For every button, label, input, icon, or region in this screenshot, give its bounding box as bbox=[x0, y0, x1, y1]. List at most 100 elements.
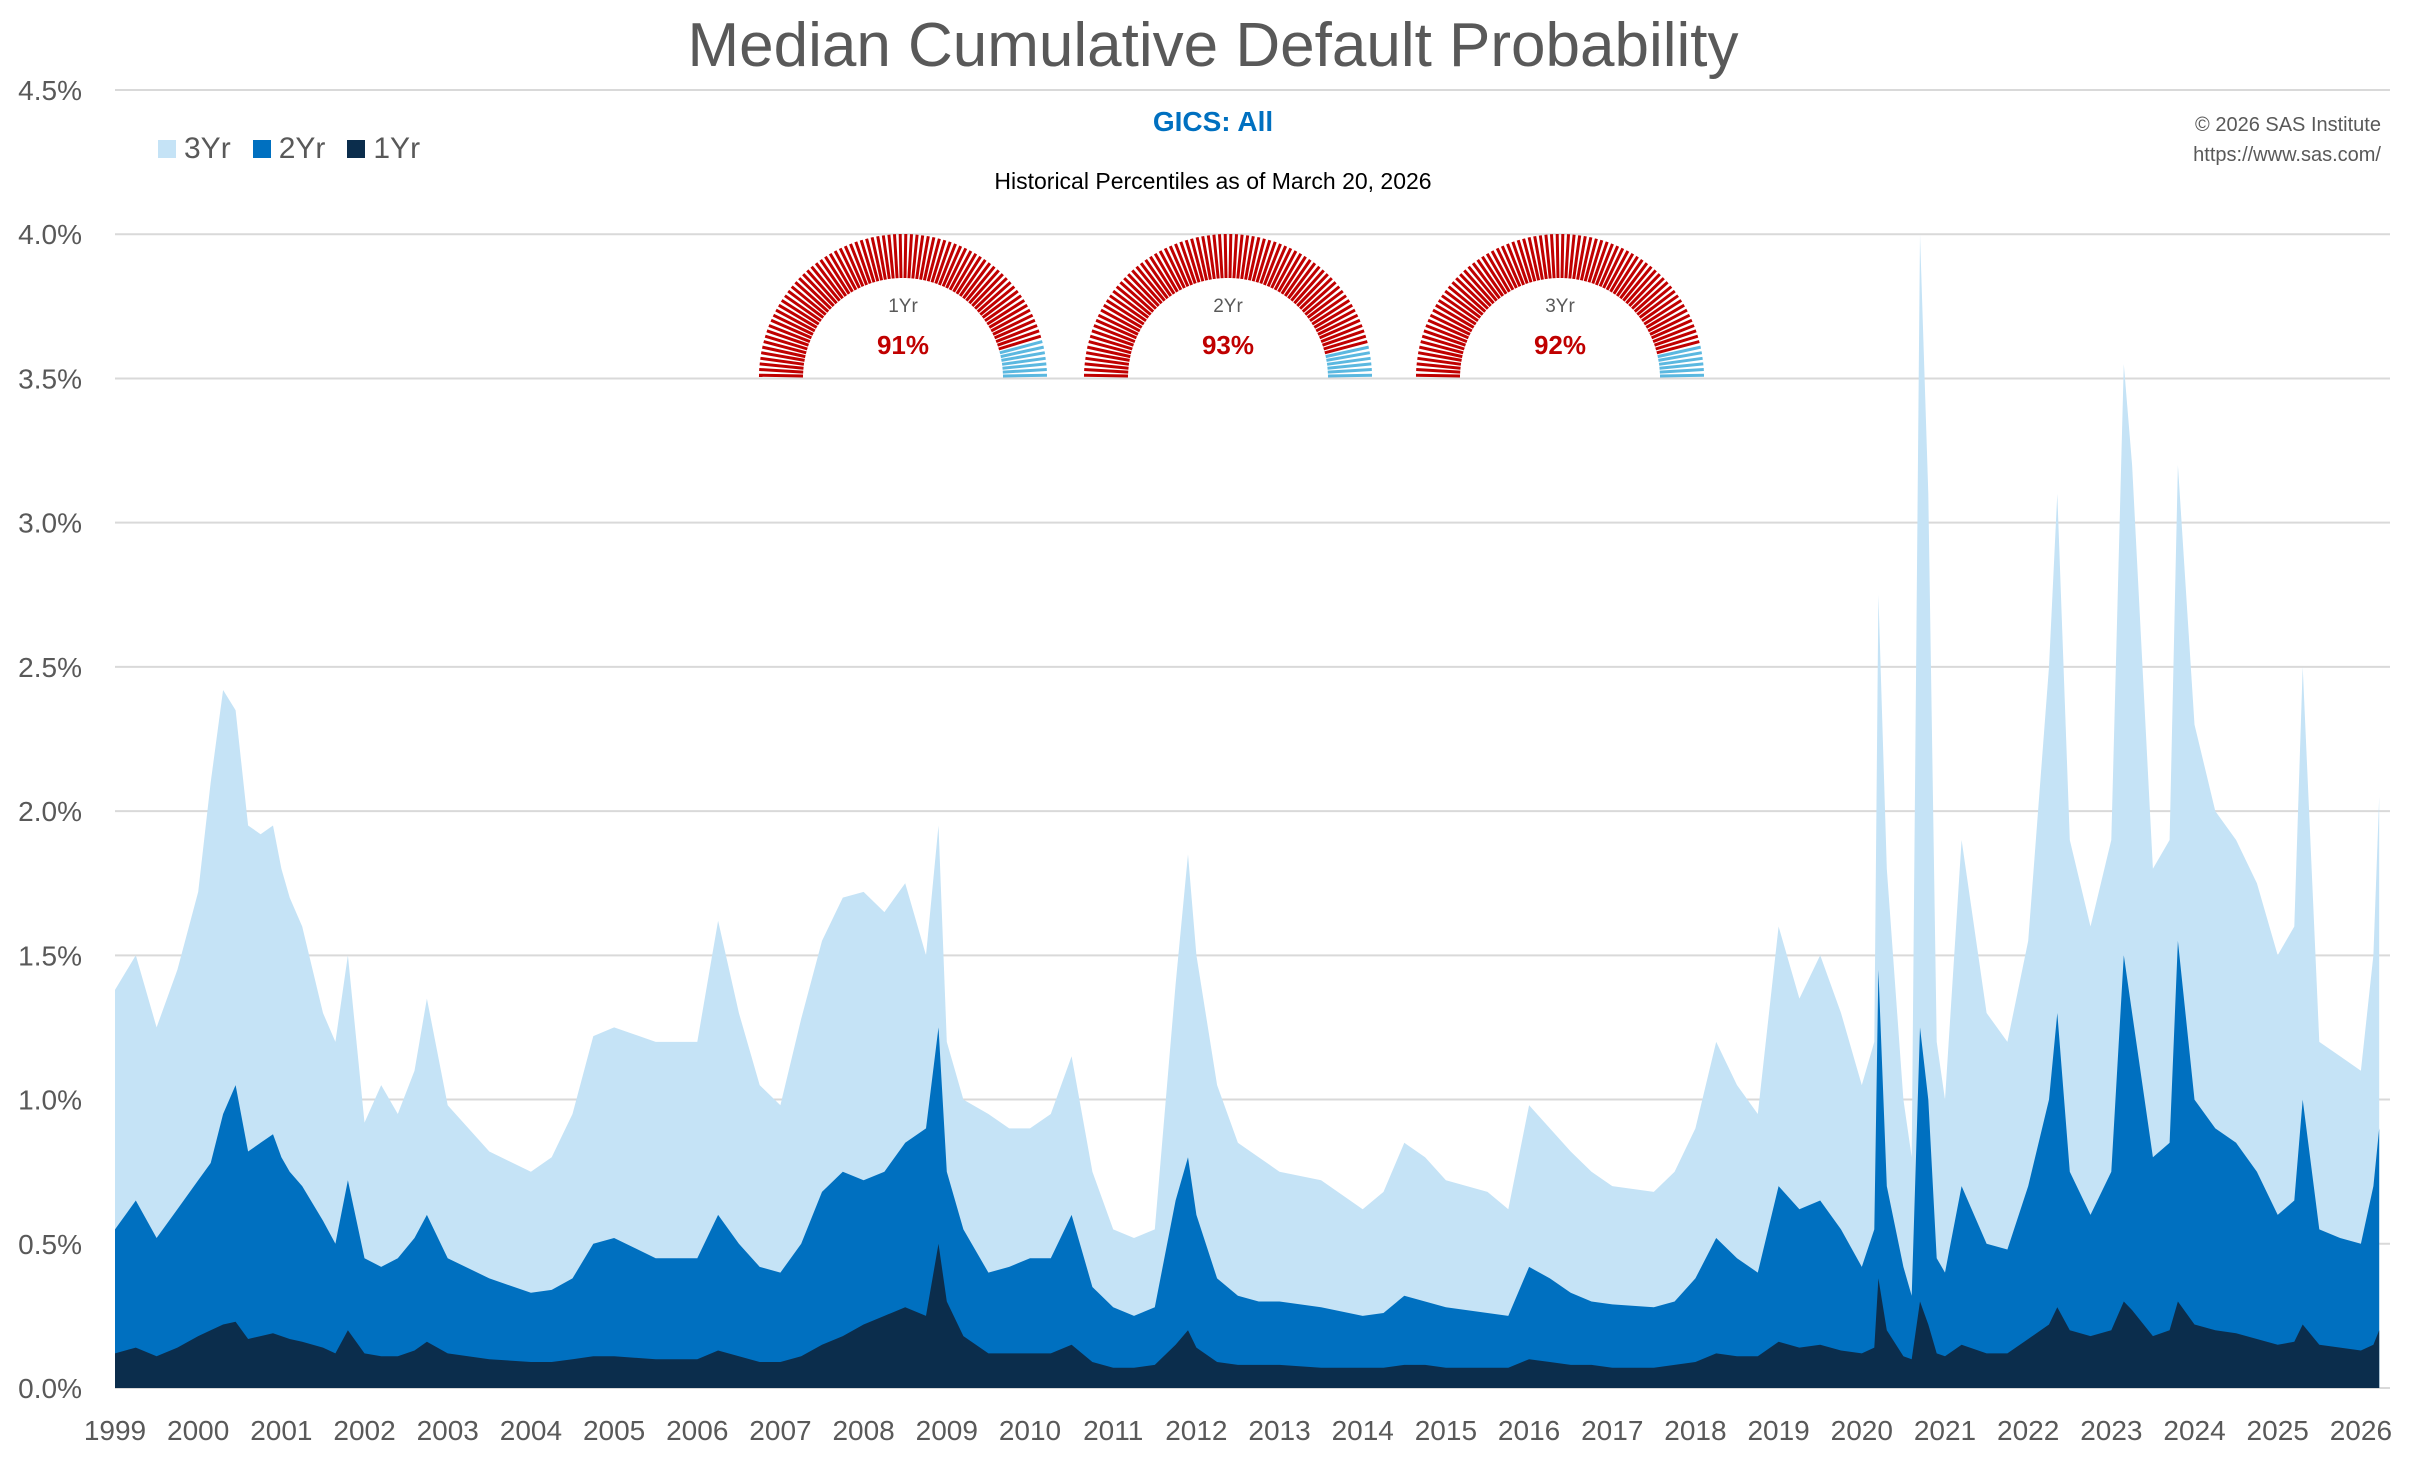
gauge-tick bbox=[1001, 351, 1046, 362]
gauge-2yr: 2Yr 93% bbox=[1083, 233, 1373, 378]
gauge-label: 2Yr bbox=[1213, 296, 1243, 317]
gauge-tick bbox=[1277, 253, 1303, 293]
gauge-tick bbox=[1645, 303, 1685, 329]
gauge-tick bbox=[1002, 362, 1047, 370]
y-tick-label: 3.5% bbox=[18, 363, 82, 394]
gauge-tick bbox=[819, 259, 848, 297]
gauge-tick bbox=[763, 340, 807, 355]
gauge-tick bbox=[1444, 289, 1482, 319]
gauge-tick bbox=[870, 236, 884, 281]
y-tick-label: 2.5% bbox=[18, 652, 82, 683]
gauge-tick bbox=[1084, 368, 1129, 374]
gauge-tick bbox=[955, 255, 982, 295]
gauge-value: 93% bbox=[1202, 330, 1254, 360]
gauge-tick bbox=[934, 241, 952, 284]
gauge-tick bbox=[1511, 241, 1529, 284]
gauge-tick bbox=[772, 313, 814, 336]
gauge-tick bbox=[1605, 250, 1630, 291]
gauge-tick bbox=[1263, 243, 1282, 286]
gauge-tick bbox=[1418, 345, 1463, 359]
gauge-tick bbox=[1174, 243, 1193, 286]
gauge-tick bbox=[1088, 340, 1132, 355]
y-tick-label: 1.0% bbox=[18, 1085, 82, 1116]
gauge-tick bbox=[1647, 308, 1688, 333]
x-tick-label: 2021 bbox=[1914, 1415, 1976, 1446]
gauge-tick bbox=[1002, 368, 1047, 374]
y-tick-label: 0.5% bbox=[18, 1229, 82, 1260]
gauge-tick bbox=[1583, 238, 1598, 282]
gauge-tick bbox=[1097, 313, 1139, 336]
gauge-tick bbox=[1437, 299, 1477, 326]
x-axis-labels: 1999 2000 2001 2002 2003 2004 2005 2006 2007 2008… bbox=[84, 1415, 2392, 1446]
chart-subtitle: GICS: All bbox=[1152, 106, 1274, 137]
gauge-tick bbox=[1304, 285, 1341, 316]
y-tick-label: 1.5% bbox=[18, 940, 82, 971]
gauge-tick bbox=[903, 233, 908, 279]
legend-item-2yr: 2Yr bbox=[252, 132, 325, 166]
gauge-tick bbox=[1212, 234, 1220, 279]
gauge-tick bbox=[1315, 308, 1356, 333]
x-tick-label: 2018 bbox=[1664, 1415, 1726, 1446]
gauge-tick bbox=[1598, 245, 1620, 288]
gauge-tick bbox=[849, 243, 868, 286]
gauge-tick bbox=[911, 234, 919, 279]
gauge-tick bbox=[1296, 273, 1329, 307]
gauge-tick bbox=[881, 235, 891, 280]
gauge-tick bbox=[1622, 265, 1653, 302]
gauge-tick bbox=[1636, 285, 1673, 316]
gauge-tick bbox=[1658, 356, 1703, 366]
gauge-tick bbox=[1270, 247, 1293, 289]
gauge-tick bbox=[865, 238, 880, 282]
copyright-line: © 2026 SAS Institute bbox=[2195, 114, 2381, 136]
x-tick-label: 2020 bbox=[1831, 1415, 1893, 1446]
gauge-value: 91% bbox=[877, 330, 929, 360]
gauge-tick bbox=[758, 373, 804, 378]
gauge-tick bbox=[814, 262, 844, 300]
area-series bbox=[115, 234, 2380, 1389]
percentile-note: Historical Percentiles as of March 20, 2… bbox=[994, 168, 1432, 194]
x-tick-label: 2007 bbox=[749, 1415, 811, 1446]
gauge-tick bbox=[1490, 250, 1515, 291]
gauge-tick bbox=[1195, 236, 1209, 281]
x-tick-label: 2010 bbox=[999, 1415, 1061, 1446]
gauge-tick bbox=[1322, 329, 1365, 347]
gauge-tick bbox=[876, 235, 887, 280]
x-tick-label: 2013 bbox=[1248, 1415, 1310, 1446]
gauge-tick bbox=[1236, 234, 1244, 279]
copyright: © 2026 SAS Institute https://www.sas.com… bbox=[2193, 110, 2381, 170]
gauge-tick bbox=[1447, 285, 1484, 316]
gauge-tick bbox=[1612, 255, 1639, 295]
gauge-tick bbox=[1481, 255, 1508, 295]
gauge-tick bbox=[1327, 368, 1372, 374]
gauge-tick bbox=[1320, 324, 1363, 343]
gauge-tick bbox=[1417, 351, 1462, 362]
gauge-tick bbox=[893, 234, 899, 279]
gauge-tick bbox=[1459, 273, 1492, 307]
y-tick-label: 0.0% bbox=[18, 1373, 82, 1404]
gauge-tick bbox=[1650, 318, 1693, 340]
legend-item-3yr: 3Yr bbox=[158, 132, 231, 166]
gauge-tick bbox=[759, 362, 804, 370]
x-tick-label: 2004 bbox=[500, 1415, 562, 1446]
gauge-tick bbox=[976, 281, 1012, 313]
gauge-tick bbox=[1550, 234, 1556, 279]
gauge-tick bbox=[1109, 294, 1147, 323]
y-tick-label: 2.0% bbox=[18, 796, 82, 827]
gauge-tick bbox=[1544, 234, 1552, 279]
gauge-tick bbox=[1560, 233, 1565, 279]
gauge-label: 1Yr bbox=[888, 296, 918, 317]
gauge-tick bbox=[1619, 262, 1649, 300]
legend-swatch-1yr bbox=[347, 140, 366, 158]
gauge-tick bbox=[1595, 243, 1614, 286]
gauge-tick bbox=[806, 269, 838, 305]
gauge-tick bbox=[1463, 269, 1495, 305]
gauge-tick bbox=[1206, 235, 1216, 280]
gauge-tick bbox=[968, 269, 1000, 305]
gauge-tick bbox=[1435, 303, 1475, 329]
gauge-tick bbox=[794, 281, 830, 313]
x-tick-label: 2015 bbox=[1415, 1415, 1477, 1446]
gauge-tick bbox=[1652, 324, 1695, 343]
x-tick-label: 2009 bbox=[916, 1415, 978, 1446]
gauge-3yr: 3Yr 92% bbox=[1415, 233, 1705, 378]
gauge-tick bbox=[1153, 253, 1179, 293]
